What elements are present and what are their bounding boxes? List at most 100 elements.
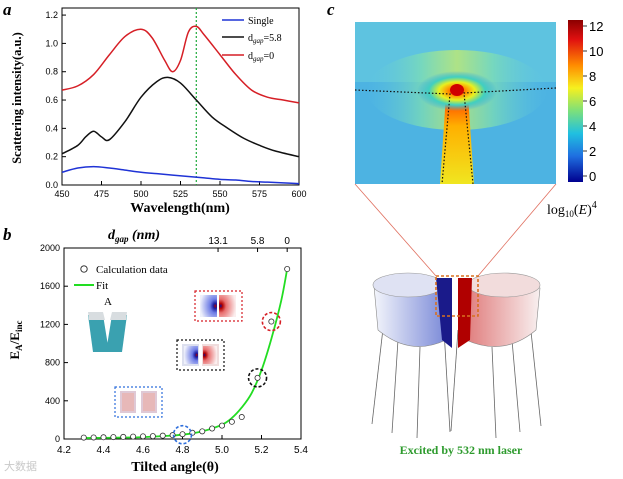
data-point — [209, 425, 216, 432]
plot-b-top-axis-label: dgap (nm) — [108, 228, 160, 244]
panel-label-a: a — [3, 0, 12, 19]
highlight-circle — [247, 368, 268, 388]
data-point — [238, 414, 245, 421]
data-point — [228, 418, 235, 425]
field-inset-black — [176, 339, 225, 371]
legend-label-dgap-5-8: dgap=5.8 — [248, 33, 282, 45]
excitation-caption: Excited by 532 nm laser — [400, 443, 523, 457]
zoom-line-left — [354, 183, 437, 277]
field-inset-red — [194, 290, 243, 322]
y-tick-label: 0.2 — [45, 152, 58, 162]
legend-label-dgap-0: dgap=0 — [248, 51, 274, 63]
top-tick-label: 5.8 — [251, 236, 265, 247]
left-pillar-top — [372, 272, 444, 298]
data-point — [268, 318, 275, 325]
data-point — [139, 433, 146, 440]
y-tick-label: 0 — [55, 434, 60, 444]
plot-b-ticks: 4.2 4.4 4.6 4.8 5.0 5.2 5.4 0 400 800 1200 1600 2000 — [40, 243, 308, 456]
legend-marker-calculation — [80, 265, 88, 273]
x-tick-label: 5.4 — [294, 445, 308, 456]
x-tick-label: 550 — [212, 189, 227, 199]
data-point — [130, 433, 137, 440]
plot-b-top-ticks: 13.1 5.8 0 — [208, 236, 290, 252]
colorbar-tick-label: 12 — [589, 19, 603, 34]
data-point — [100, 434, 107, 441]
heatmap-outline-right — [463, 87, 557, 185]
x-tick-label: 525 — [173, 189, 188, 199]
x-tick-label: 500 — [133, 189, 148, 199]
colorbar-tick-label: 6 — [589, 94, 596, 109]
y-tick-label: 1.2 — [45, 10, 58, 20]
colorbar: 12 10 8 6 4 2 0 log10(E)4 — [547, 19, 603, 219]
panel-label-b: b — [3, 225, 12, 244]
x-tick-label: 4.8 — [176, 445, 190, 456]
y-tick-label: 0.8 — [45, 67, 58, 77]
right-pillar — [106, 315, 127, 352]
y-tick-label: 1.0 — [45, 38, 58, 48]
right-pillar-body — [465, 287, 541, 347]
y-tick-label: 1600 — [40, 281, 60, 291]
x-tick-label: 575 — [252, 189, 267, 199]
colorbar-tick-label: 0 — [589, 169, 596, 184]
heatmap-hotspot-core — [450, 84, 464, 96]
field-heatmap — [354, 22, 557, 185]
tilted-dimer-schematic: A — [88, 296, 127, 352]
gap-field-right — [458, 278, 472, 348]
colorbar-tick-label: 10 — [589, 44, 603, 59]
series-line-2 — [61, 25, 300, 104]
colorbar-tick-label: 2 — [589, 144, 596, 159]
top-tick-label: 13.1 — [208, 236, 228, 247]
heatmap-gap-field — [440, 95, 474, 184]
series-line-1 — [61, 76, 300, 158]
y-tick-label: 800 — [45, 358, 60, 368]
x-tick-label: 5.2 — [255, 445, 269, 456]
data-point — [254, 374, 261, 381]
y-tick-label: 0.0 — [45, 180, 58, 190]
plot-b-data — [80, 266, 291, 445]
highlight-circle — [261, 311, 282, 332]
data-point — [110, 434, 117, 441]
data-point — [90, 434, 97, 441]
data-point — [159, 432, 166, 439]
right-stem-lines — [450, 321, 542, 439]
inset-label-a: A — [104, 296, 112, 308]
plot-b-y-label: EA/Einc — [7, 321, 24, 360]
y-tick-label: 2000 — [40, 243, 60, 253]
data-point — [284, 266, 291, 273]
left-pillar — [88, 315, 109, 352]
y-tick-label: 0.4 — [45, 123, 58, 133]
plot-b-x-label: Tilted angle(θ) — [131, 460, 219, 475]
data-point — [149, 433, 156, 440]
left-pillar-cap — [88, 312, 105, 320]
x-tick-label: 4.6 — [136, 445, 150, 456]
data-point — [120, 433, 127, 440]
plot-a-y-label: Scattering intensity(a.u.) — [10, 32, 24, 164]
plot-b-legend: Calculation data Fit — [74, 264, 168, 292]
colorbar-gradient — [568, 20, 583, 182]
colorbar-tick-label: 4 — [589, 119, 596, 134]
watermark: 大数据 — [4, 460, 37, 473]
scattering-plot: 450 475 500 525 550 575 600 0.0 0.2 0.4 0.6 0.8 1.0 1… — [10, 7, 307, 216]
colorbar-label: log10(E)4 — [547, 200, 597, 219]
highlight-circle — [172, 424, 193, 445]
enhancement-plot: dgap (nm) 13.1 5.8 0 4.2 4.4 4.6 4.8 5.0 5.2 5.4… — [7, 228, 308, 475]
panel-label-c: c — [327, 0, 335, 19]
field-inset-blue — [114, 386, 163, 418]
x-tick-label: 475 — [94, 189, 109, 199]
right-pillar-cap — [110, 312, 127, 320]
plot-a-ticks: 450 475 500 525 550 575 600 0.0 0.2 0.4 0.6 0.8 1.0 1… — [45, 8, 307, 199]
y-tick-label: 1200 — [40, 319, 60, 329]
legend-label-calculation: Calculation data — [96, 264, 168, 276]
plot-a-legend: Single dgap=5.8 dgap=0 — [222, 16, 282, 63]
left-stem-lines — [371, 319, 451, 439]
y-tick-label: 400 — [45, 396, 60, 406]
data-point — [218, 422, 225, 429]
heatmap-outline-left — [354, 89, 451, 185]
colorbar-tick-label: 8 — [589, 69, 596, 84]
x-tick-label: 450 — [54, 189, 69, 199]
legend-label-single: Single — [248, 16, 274, 27]
plot-a-x-label: Wavelength(nm) — [130, 201, 230, 216]
plot-a-curves — [61, 25, 300, 185]
x-tick-label: 4.2 — [57, 445, 71, 456]
